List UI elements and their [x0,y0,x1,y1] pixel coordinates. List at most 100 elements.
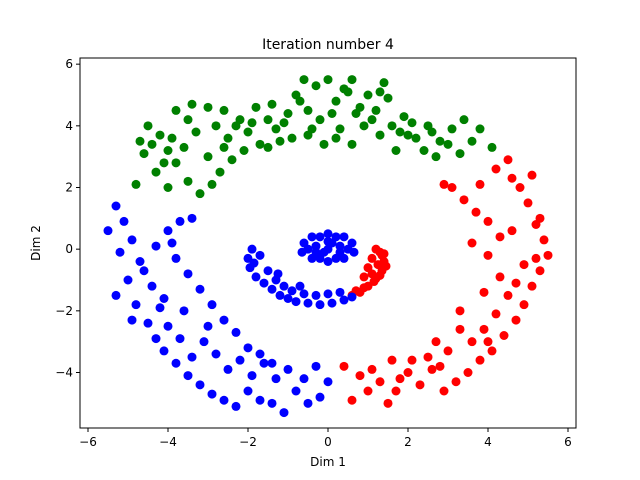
data-point [531,253,541,263]
data-point [347,75,357,85]
data-point [299,374,309,384]
data-point [251,102,261,112]
data-point [255,250,265,260]
data-point [223,364,233,374]
data-point [235,355,245,365]
data-point [255,139,265,149]
data-point [267,99,277,109]
data-point [183,115,193,125]
data-point [163,321,173,331]
data-point [383,398,393,408]
data-point [347,292,357,302]
data-point [387,355,397,365]
data-point [487,346,497,356]
data-point [199,337,209,347]
data-point [135,257,145,266]
data-point [387,121,397,131]
data-point [143,318,153,328]
data-point [371,105,381,115]
data-point [347,139,357,149]
data-point [307,124,317,134]
data-point [339,361,349,371]
data-point [375,130,385,140]
data-point [423,352,433,362]
data-point [195,189,205,199]
data-point [223,133,233,143]
data-point [511,278,521,288]
data-point [119,216,129,226]
data-point [523,198,533,208]
data-point [419,146,429,155]
data-point [343,87,353,97]
data-point [359,121,369,131]
data-point [527,170,537,180]
data-point [459,115,469,125]
data-point [467,136,477,146]
data-point [391,386,401,396]
data-point [407,118,417,128]
data-point [315,392,325,402]
data-point [231,327,241,337]
data-point [127,235,137,245]
data-point [251,272,261,282]
data-point [323,289,333,299]
data-point [163,146,173,155]
data-point [203,321,213,331]
data-point [167,133,177,143]
x-tick-label: −2 [239,435,257,449]
data-point [331,133,341,143]
data-point [279,281,289,291]
data-point [155,130,165,140]
data-point [283,109,293,118]
data-point [395,374,405,384]
data-point [519,300,529,310]
data-point [211,121,221,131]
data-point [427,364,437,374]
data-point [175,334,185,344]
y-tick-label: 2 [65,181,73,195]
data-point [381,261,391,271]
data-point [349,247,359,257]
x-tick-label: 0 [324,435,332,449]
data-point [159,294,169,303]
data-point [435,136,445,146]
data-point [311,81,321,91]
data-point [327,298,337,308]
data-point [463,368,473,377]
data-point [315,300,325,310]
x-tick-label: −6 [79,435,97,449]
data-point [315,232,325,242]
data-point [319,139,329,149]
data-point [151,167,161,177]
data-point [151,334,161,344]
data-point [455,306,465,316]
data-point [543,250,553,260]
data-point [211,349,221,359]
data-point [171,158,181,168]
y-tick-label: 0 [65,242,73,256]
data-point [335,247,345,257]
data-point [263,142,273,152]
y-tick-label: −4 [55,366,73,380]
data-point [519,260,529,270]
data-point [195,380,205,390]
x-tick-label: 6 [564,435,572,449]
data-point [135,136,145,146]
data-point [395,127,405,137]
data-point [207,389,217,399]
data-point [475,179,485,189]
data-point [131,300,141,310]
data-point [171,105,181,115]
data-point [367,364,377,374]
data-point [467,238,477,248]
data-point [407,355,417,365]
data-point [283,294,293,303]
data-point [399,112,409,122]
data-point [479,287,489,297]
data-point [111,201,121,211]
data-point [507,173,517,183]
data-point [367,269,377,279]
data-point [131,179,141,189]
data-point [323,236,333,246]
data-point [307,232,317,242]
